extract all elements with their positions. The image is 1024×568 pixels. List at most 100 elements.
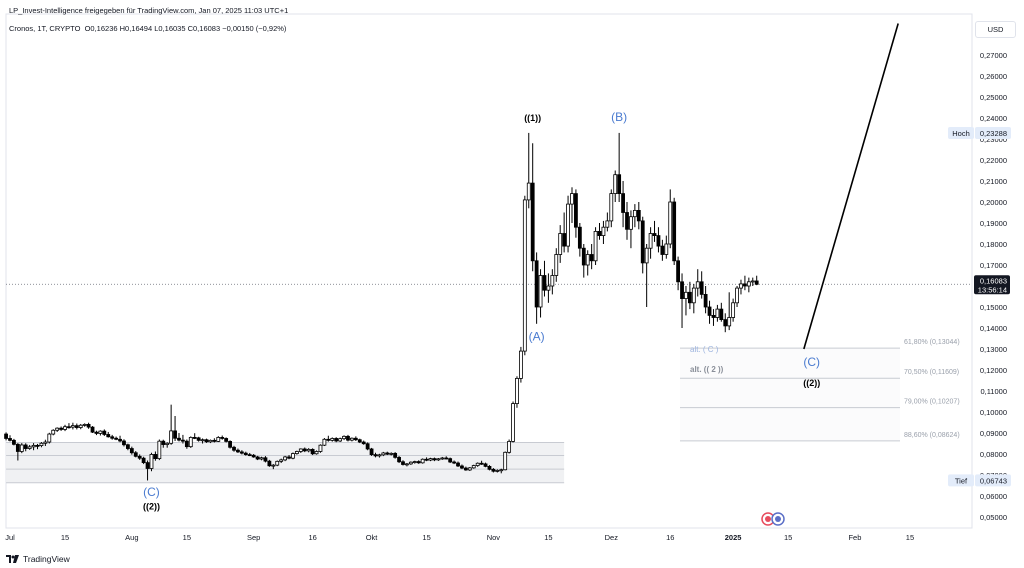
candle-body [19,444,24,452]
x-tick-label: Feb [848,533,861,542]
y-tick-label: 0,10000 [980,408,1007,417]
candle-body [664,243,669,255]
x-tick-label: Sep [247,533,260,542]
symbol-label: Cronos, 1T, CRYPTO [9,24,81,33]
candle-body [467,467,472,471]
candle-body [259,457,264,460]
candle-body [39,442,44,447]
y-tick-label: 0,23000 [980,135,1007,144]
candle-body [346,435,350,441]
y-tick-label: 0,15000 [980,303,1007,312]
marker-tag-label: Tief [955,476,968,485]
candle-body [287,456,291,459]
fib-zone [680,348,900,441]
y-tick-label: 0,18000 [980,240,1007,249]
candle-body [743,283,747,287]
candle-body [723,319,728,327]
wave-label: (B) [611,110,627,124]
candle-body [519,350,523,379]
candle-body [8,438,12,441]
candle-body [750,280,755,283]
candle-body [184,440,189,448]
candle-body [652,233,657,236]
candle-body [479,462,484,465]
y-tick-label: 0,17000 [980,261,1007,270]
candle-body [161,440,166,445]
candle-body [695,281,700,289]
candle-body [605,220,610,228]
currency-button[interactable]: USD [975,21,1016,38]
marker-tag-bg [948,126,974,139]
candle-body [475,462,480,466]
candle-body [672,201,677,262]
marker-value: 0,23288 [980,129,1007,138]
candle-body [173,430,177,439]
candle-body [298,448,303,452]
candle-body [491,468,496,472]
y-tick-label: 0,11000 [980,387,1007,396]
candle-body [420,458,425,464]
last-price-tag [974,275,1010,295]
y-tick-label: 0,24000 [980,114,1007,123]
candle-body [727,317,732,327]
candle-body [589,254,594,262]
x-tick-label: Jul [5,533,15,542]
candle-body [192,437,197,439]
x-tick-label: Dez [605,533,619,542]
candle-body [719,308,724,321]
candle-body [326,438,331,441]
candle-body [342,435,346,440]
candle-body [322,438,327,446]
candle-body [263,457,268,462]
fib-level-label: 70,50% (0,11609) [904,369,959,376]
candle-body [314,451,319,455]
candle-body [570,193,574,205]
wave-label: (A) [529,330,545,344]
support-zone [6,442,565,483]
candle-body [67,426,71,429]
plot-frame [5,13,973,529]
x-tick-label: 15 [784,533,792,542]
marker-tag-label: Hoch [952,129,970,138]
candle-body [122,440,126,446]
marker-value: 0,06743 [980,476,1007,485]
candle-body [137,455,142,459]
candle-body [224,438,229,442]
candle-body [318,444,323,452]
candle-body [98,430,103,434]
wave-label: ((2)) [803,378,820,388]
candle-body [581,247,586,266]
candle-body [456,462,460,467]
candle-body [424,458,429,461]
candle-body [279,459,284,462]
candle-body [59,427,63,430]
y-tick-label: 0,25000 [980,93,1007,102]
candle-body [51,429,56,435]
candle-body [499,469,504,472]
candle-body [196,437,201,441]
candle-body [106,434,111,438]
candle-body [157,440,162,460]
candle-body [114,437,119,440]
candle-body [78,424,83,428]
candle-body [522,199,527,352]
candle-body [585,254,590,266]
candle-body [291,453,295,459]
candle-body [302,448,307,452]
candle-body [629,216,633,230]
candle-body [267,460,272,467]
candle-body [731,302,736,318]
candle-body [361,441,366,445]
wave-label: (C) [143,485,160,499]
candle-body [534,260,539,308]
y-tick-label: 0,22000 [980,156,1007,165]
fib-tag-label: alt. (( 2 )) [690,365,724,374]
candle-body [86,423,91,428]
candle-body [515,377,519,404]
y-tick-label: 0,14000 [980,324,1007,333]
candle-body [357,439,362,443]
candle-body [141,457,146,464]
tradingview-footer[interactable]: TradingView [6,554,70,564]
candle-body [393,452,398,458]
